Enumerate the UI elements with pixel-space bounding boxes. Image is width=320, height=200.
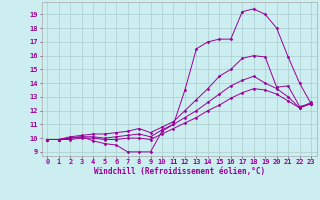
X-axis label: Windchill (Refroidissement éolien,°C): Windchill (Refroidissement éolien,°C) [94,167,265,176]
